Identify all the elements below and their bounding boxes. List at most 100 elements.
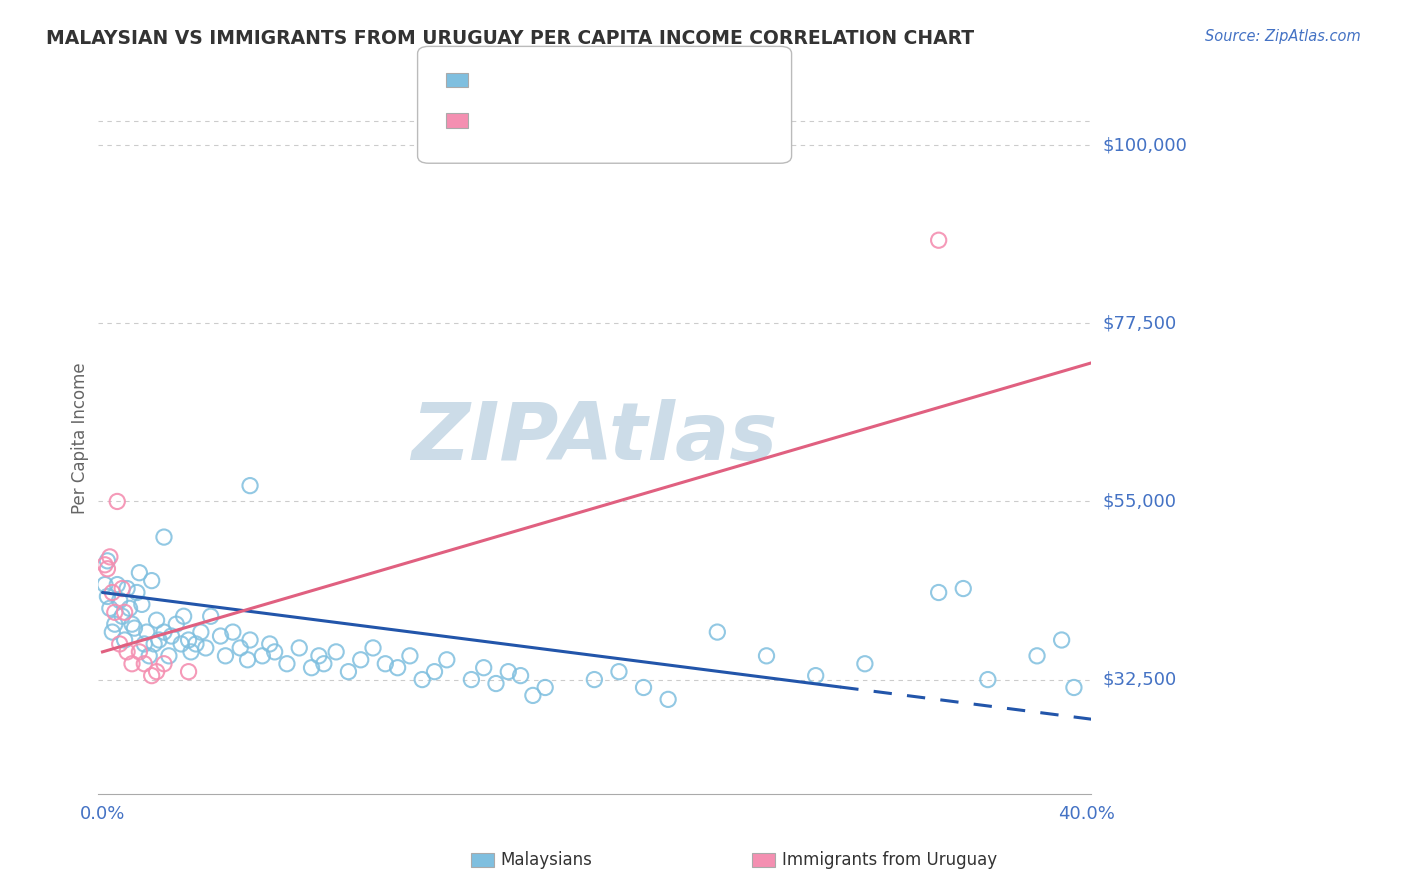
Point bbox=[350, 653, 373, 667]
Text: Source: ZipAtlas.com: Source: ZipAtlas.com bbox=[1205, 29, 1361, 45]
Point bbox=[101, 585, 124, 599]
Text: R = −0.246   N = 82: R = −0.246 N = 82 bbox=[482, 71, 654, 89]
Point bbox=[104, 605, 127, 619]
Point bbox=[96, 554, 118, 568]
Point bbox=[145, 613, 167, 627]
Point bbox=[134, 637, 156, 651]
Point bbox=[509, 668, 531, 682]
Point bbox=[633, 681, 655, 695]
Point bbox=[200, 609, 222, 624]
Point bbox=[177, 665, 200, 679]
Point bbox=[657, 692, 679, 706]
Point bbox=[498, 665, 520, 679]
Point bbox=[387, 661, 409, 675]
Point bbox=[301, 661, 323, 675]
Point bbox=[114, 605, 136, 619]
Point bbox=[472, 661, 495, 675]
Point bbox=[105, 577, 128, 591]
Point bbox=[124, 621, 146, 635]
Point bbox=[252, 648, 274, 663]
Point bbox=[105, 494, 128, 508]
Point bbox=[214, 648, 236, 663]
Text: $77,500: $77,500 bbox=[1102, 314, 1177, 333]
Point bbox=[399, 648, 422, 663]
Point bbox=[145, 665, 167, 679]
Point bbox=[755, 648, 778, 663]
Point bbox=[134, 657, 156, 671]
Point bbox=[229, 640, 252, 655]
Text: Malaysians: Malaysians bbox=[501, 851, 592, 869]
Point bbox=[236, 653, 259, 667]
Point bbox=[138, 648, 160, 663]
Text: ZIPAtlas: ZIPAtlas bbox=[411, 399, 778, 477]
Point bbox=[411, 673, 433, 687]
Point bbox=[128, 645, 150, 659]
Point bbox=[177, 632, 200, 647]
Point bbox=[115, 582, 138, 596]
Point bbox=[96, 590, 118, 604]
Point bbox=[194, 640, 217, 655]
Point bbox=[977, 673, 1000, 687]
Point bbox=[308, 648, 330, 663]
Point bbox=[436, 653, 458, 667]
Point bbox=[115, 645, 138, 659]
Text: $32,500: $32,500 bbox=[1102, 671, 1177, 689]
Point bbox=[288, 640, 311, 655]
Point bbox=[853, 657, 876, 671]
Point bbox=[1050, 632, 1073, 647]
Point bbox=[374, 657, 396, 671]
Text: MALAYSIAN VS IMMIGRANTS FROM URUGUAY PER CAPITA INCOME CORRELATION CHART: MALAYSIAN VS IMMIGRANTS FROM URUGUAY PER… bbox=[46, 29, 974, 48]
Point bbox=[98, 601, 121, 615]
Point bbox=[108, 593, 131, 607]
Point bbox=[607, 665, 630, 679]
Point bbox=[131, 598, 153, 612]
Point bbox=[583, 673, 606, 687]
Point bbox=[108, 637, 131, 651]
Point bbox=[114, 632, 136, 647]
Point bbox=[128, 566, 150, 580]
Point bbox=[165, 617, 187, 632]
Point bbox=[111, 609, 134, 624]
Point bbox=[148, 632, 170, 647]
Point bbox=[125, 585, 148, 599]
Point bbox=[485, 676, 508, 690]
Point bbox=[173, 609, 195, 624]
Point bbox=[101, 625, 124, 640]
Point bbox=[94, 577, 117, 591]
Point bbox=[239, 478, 262, 492]
Point bbox=[312, 657, 335, 671]
Point bbox=[337, 665, 360, 679]
Point bbox=[460, 673, 482, 687]
Point bbox=[804, 668, 827, 682]
Point bbox=[928, 585, 950, 599]
Point bbox=[928, 233, 950, 247]
Point bbox=[170, 637, 193, 651]
Y-axis label: Per Capita Income: Per Capita Income bbox=[72, 362, 89, 514]
Point bbox=[153, 625, 176, 640]
Point bbox=[259, 637, 281, 651]
Point bbox=[180, 645, 202, 659]
Point bbox=[209, 629, 232, 643]
Point bbox=[141, 668, 163, 682]
Point bbox=[153, 530, 176, 544]
Text: $55,000: $55,000 bbox=[1102, 492, 1177, 510]
Point bbox=[141, 574, 163, 588]
Point bbox=[276, 657, 298, 671]
Point bbox=[522, 689, 544, 703]
Point bbox=[104, 617, 127, 632]
Point bbox=[423, 665, 446, 679]
Text: Immigrants from Uruguay: Immigrants from Uruguay bbox=[782, 851, 997, 869]
Point bbox=[1063, 681, 1085, 695]
Point bbox=[98, 549, 121, 564]
Point bbox=[325, 645, 347, 659]
Point bbox=[1026, 648, 1049, 663]
Point bbox=[157, 648, 180, 663]
Point bbox=[263, 645, 285, 659]
Point bbox=[143, 637, 166, 651]
Point bbox=[135, 625, 157, 640]
Point bbox=[153, 657, 176, 671]
Point bbox=[94, 558, 117, 572]
Point bbox=[121, 657, 143, 671]
Point bbox=[190, 625, 212, 640]
Point bbox=[160, 629, 183, 643]
